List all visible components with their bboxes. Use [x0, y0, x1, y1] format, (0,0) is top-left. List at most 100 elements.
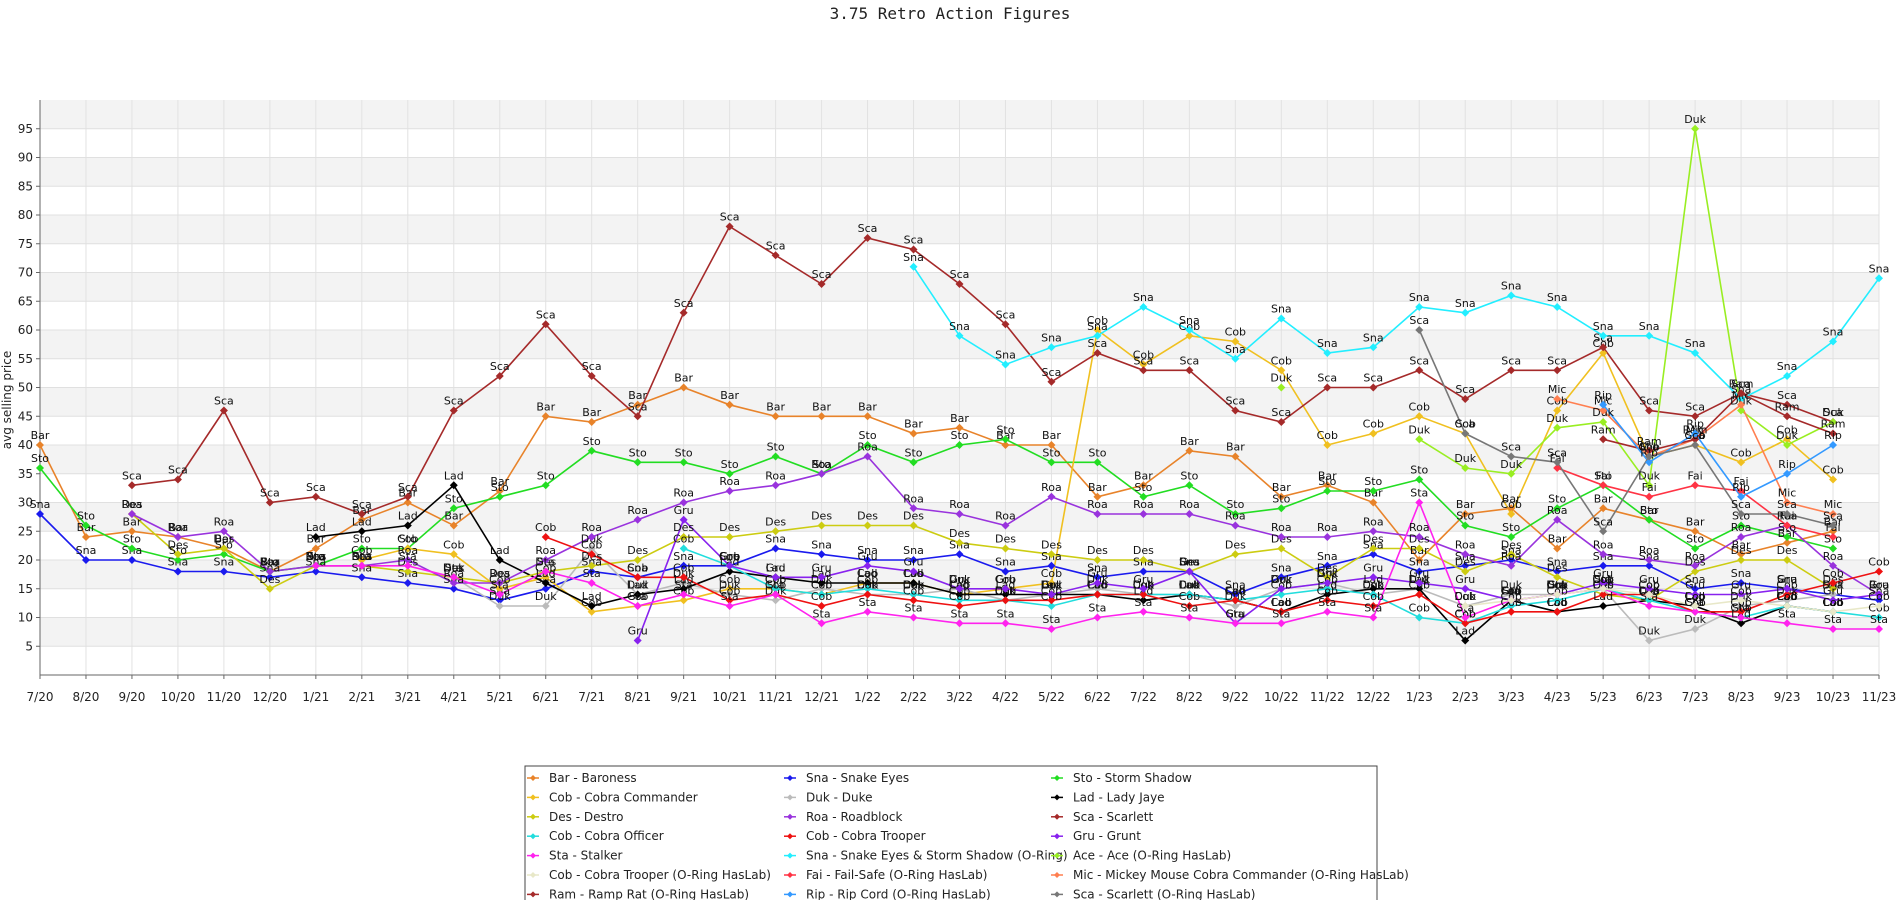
point-label: Gru [1455, 573, 1475, 586]
data-point [955, 441, 964, 449]
x-tick-label: 1/23 [1406, 690, 1433, 704]
data-point [1185, 510, 1194, 518]
data-point [1737, 619, 1746, 628]
point-label: Sca [950, 268, 970, 281]
data-point [1507, 291, 1516, 300]
point-label: Cob [1041, 567, 1062, 580]
y-tick-label: 45 [18, 409, 33, 423]
data-point [403, 567, 412, 576]
point-label: Sna [1409, 556, 1430, 569]
data-point [1139, 366, 1148, 375]
data-point [1001, 360, 1010, 369]
point-label: Sca [812, 268, 832, 281]
data-point [1139, 584, 1148, 593]
data-point [1691, 607, 1700, 616]
point-label: Sto [1042, 446, 1060, 459]
data-point [1829, 596, 1838, 605]
point-label: Gru [720, 550, 740, 563]
data-point [633, 636, 642, 645]
point-label: Sta [445, 561, 463, 574]
data-point [1185, 326, 1194, 334]
legend-label: Sca - Scarlett [1073, 810, 1153, 824]
data-point [449, 573, 458, 582]
point-label: Sna [76, 544, 97, 557]
point-label: Sto [721, 458, 739, 471]
data-point [1415, 567, 1424, 576]
data-point [587, 446, 596, 455]
point-label: Sto [1686, 533, 1704, 546]
data-point [1829, 579, 1838, 587]
data-point [1829, 533, 1838, 541]
data-point [1599, 331, 1608, 340]
legend-label: Duk - Duke [806, 790, 873, 804]
point-label: Cob [581, 538, 602, 551]
point-label: Sna [765, 533, 786, 546]
point-label: Duk [1362, 579, 1384, 592]
data-point [1185, 331, 1194, 340]
data-point [1277, 314, 1286, 323]
point-label: Cob [857, 579, 878, 592]
data-point [127, 527, 136, 536]
point-label: Bar [950, 412, 969, 425]
point-label: Sto [675, 446, 693, 459]
point-label: Sna [903, 544, 924, 557]
point-label: Sca [996, 308, 1016, 321]
data-point [1737, 556, 1746, 564]
data-point [679, 383, 688, 392]
data-point [725, 561, 734, 570]
data-point [1691, 429, 1700, 438]
point-label: Cob [397, 533, 418, 546]
point-label: Bar [904, 418, 923, 431]
x-tick-label: 7/21 [578, 690, 605, 704]
data-point [495, 492, 504, 501]
data-point [1093, 458, 1102, 467]
data-point [127, 510, 136, 518]
point-label: Sca [1593, 515, 1613, 528]
data-point [1001, 320, 1010, 329]
series-line [1418, 329, 1834, 533]
data-point [1783, 435, 1792, 444]
data-point [495, 602, 504, 610]
data-point [1599, 435, 1608, 444]
data-point [1047, 561, 1056, 570]
x-tick-label: 11/20 [207, 690, 242, 704]
point-label: Sto [445, 492, 463, 505]
data-point [219, 550, 228, 559]
point-label: Sna [1317, 550, 1338, 563]
data-point [1829, 337, 1838, 346]
point-label: Roa [1823, 550, 1844, 563]
data-point [1369, 429, 1378, 438]
data-point [1461, 584, 1470, 593]
data-point [1875, 567, 1883, 576]
point-label: Lad [1455, 625, 1475, 638]
x-tick-label: 7/22 [1130, 690, 1157, 704]
legend-label: Mic - Mickey Mouse Cobra Commander (O-Ri… [1073, 868, 1409, 882]
point-label: Cob [857, 573, 878, 586]
legend-label: Ram - Ramp Rat (O-Ring HasLab) [549, 887, 749, 900]
data-point [771, 251, 780, 260]
data-point [1323, 487, 1332, 495]
point-label: Des [213, 533, 234, 546]
point-label: Gru [949, 573, 969, 586]
point-label: Sca [858, 222, 878, 235]
point-label: Duk [1270, 573, 1292, 586]
point-label: Sna [1363, 331, 1384, 344]
point-label: Sna [1731, 567, 1752, 580]
point-label: Cob [673, 533, 694, 546]
data-point [1829, 418, 1838, 426]
x-tick-label: 3/22 [946, 690, 973, 704]
point-label: Cob [719, 550, 740, 563]
point-label: Sca [628, 400, 648, 413]
data-point [1231, 406, 1240, 415]
data-point [1323, 579, 1332, 587]
point-label: Cob [535, 521, 556, 534]
point-label: Duk [443, 561, 465, 574]
x-tick-label: 5/23 [1590, 690, 1617, 704]
data-point [955, 584, 964, 593]
data-point [1047, 458, 1056, 467]
point-label: Sna [903, 251, 924, 264]
y-tick-label: 10 [18, 611, 33, 625]
data-point [1001, 619, 1010, 628]
legend-label: Cob - Cobra Officer [549, 829, 664, 843]
chart-title: 3.75 Retro Action Figures [830, 4, 1071, 23]
